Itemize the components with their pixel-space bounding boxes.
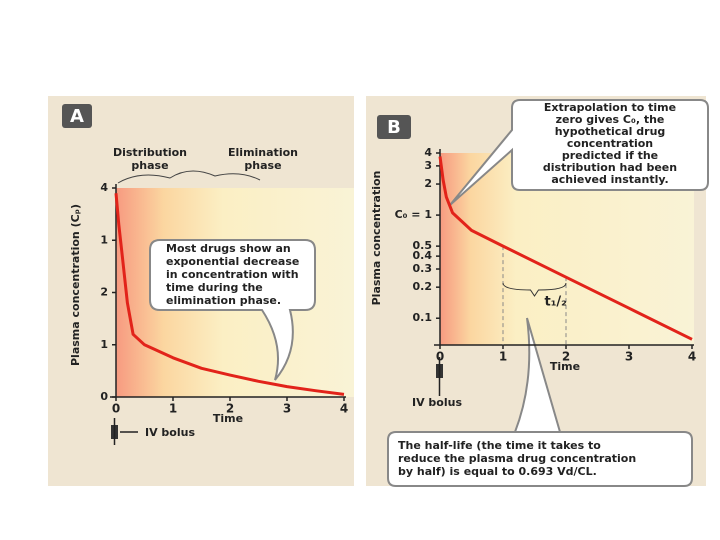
x-tick-label: 3 [625, 350, 633, 364]
annotation-line: predicted if the [562, 149, 658, 162]
annotation-line: distribution had been [543, 161, 677, 174]
x-axis-label: Time [550, 360, 580, 373]
callout [149, 239, 316, 381]
annotation-line: Elimination [228, 146, 298, 159]
panel-letter: A [70, 106, 84, 127]
syringe-icon [111, 418, 138, 445]
annotation-line: by half) is equal to 0.693 Vd/CL. [398, 465, 597, 478]
x-tick-label: 1 [169, 402, 177, 416]
x-tick-label: 4 [340, 402, 348, 416]
annotation-line: hypothetical drug [555, 125, 666, 138]
y-tick-label: C₀ = 1 [395, 208, 432, 221]
x-tick-label: 0 [436, 350, 444, 364]
data-line [438, 156, 693, 341]
x-tick-label: 4 [688, 350, 696, 364]
y-axis-label: Plasma concentration [370, 171, 383, 306]
y-tick-label: 0.5 [413, 239, 433, 252]
y-tick-label: 3 [424, 159, 432, 172]
annotation-line: time during the [166, 281, 263, 294]
y-tick-label: 0.2 [413, 280, 433, 293]
y-tick-label: 4 [424, 146, 432, 159]
bolus-label: IV bolus [412, 396, 462, 409]
annotation-line: exponential decrease [166, 255, 299, 268]
y-axis-label: Plasma concentration (Cₚ) [69, 204, 82, 366]
callout [387, 317, 693, 487]
y-tick-label: 1 [100, 233, 108, 246]
annotation-line: Extrapolation to time [544, 101, 676, 114]
panel-badge [377, 115, 411, 139]
y-tick-label: 0 [100, 390, 108, 403]
x-tick-label: 2 [226, 402, 234, 416]
half-life-brace [502, 282, 567, 297]
annotation-line: Most drugs show an [166, 242, 291, 255]
annotation-line: Distribution [113, 146, 187, 159]
x-tick-label: 2 [562, 350, 570, 364]
y-tick-label: 0.3 [413, 262, 433, 275]
x-axis-label: Time [213, 412, 243, 425]
half-life-label: t₁/₂ [545, 295, 567, 310]
annotation-line: reduce the plasma drug concentration [398, 452, 636, 465]
y-tick-label: 4 [100, 181, 108, 194]
phase-brace [117, 170, 261, 184]
callout [449, 99, 709, 206]
y-tick-label: 0.4 [413, 249, 433, 262]
y-tick-label: 1 [100, 338, 108, 351]
annotation-line: zero gives C₀, the [556, 113, 665, 126]
x-tick-label: 3 [283, 402, 291, 416]
annotation-line: The half-life (the time it takes to [398, 439, 601, 452]
panel-letter: B [387, 117, 401, 138]
y-tick-label: 2 [100, 286, 108, 299]
data-line [114, 193, 345, 396]
y-tick-label: 2 [424, 177, 432, 190]
annotation-line: elimination phase. [166, 294, 281, 307]
annotation-line: achieved instantly. [551, 173, 668, 186]
annotation-line: phase [244, 159, 281, 172]
panel-badge [62, 104, 92, 128]
annotation-line: concentration [567, 137, 653, 150]
x-tick-label: 1 [499, 350, 507, 364]
y-tick-label: 0.1 [413, 311, 433, 324]
annotation-line: in concentration with [166, 268, 299, 281]
x-tick-label: 0 [112, 402, 120, 416]
annotation-line: phase [131, 159, 168, 172]
syringe-icon [436, 357, 443, 396]
bolus-label: IV bolus [145, 426, 195, 439]
